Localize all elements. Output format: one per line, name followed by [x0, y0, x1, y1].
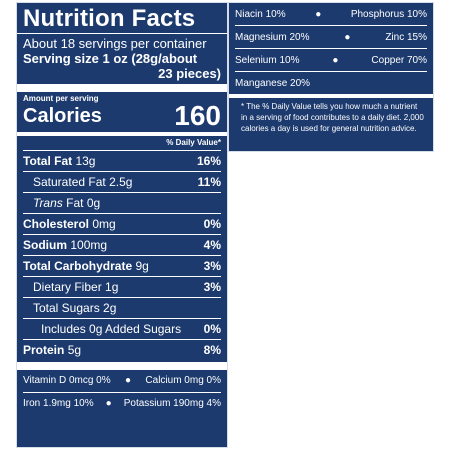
bullet-icon: ●	[105, 398, 112, 409]
nutrient-dv: 4%	[203, 238, 221, 252]
servings-per-container: About 18 servings per container	[23, 36, 207, 51]
vitamin-right: Calcium 0mg 0%	[145, 375, 221, 386]
vitamin-row: Iron 1.9mg 10% ● Potassium 190mg 4%	[23, 392, 221, 415]
nutrient-name: Sodium	[23, 238, 67, 252]
nutrient-dv: 3%	[203, 259, 221, 273]
nutrient-dv: 3%	[203, 280, 221, 294]
nutrient-amount: 9g	[135, 259, 149, 273]
nutrient-amount: 2.5g	[109, 175, 133, 189]
mineral-left: Magnesium 20%	[235, 31, 310, 43]
nutrient-name: Total Sugars	[33, 301, 100, 315]
nutrient-name: Cholesterol	[23, 217, 90, 231]
nutrient-row-total-sugars: Total Sugars 2g	[23, 297, 221, 318]
nutrient-name: Total Carbohydrate	[23, 259, 133, 273]
bullet-icon: ●	[125, 375, 132, 386]
nutrient-row-added-sugars: Includes 0g Added Sugars 0%	[23, 318, 221, 339]
nutrient-name: Includes 0g Added Sugars	[41, 322, 182, 336]
daily-value-footnote: * The % Daily Value tells you how much a…	[229, 94, 433, 134]
nutrition-facts-panel: Nutrition Facts About 18 servings per co…	[16, 2, 228, 448]
nutrient-name: Protein	[23, 343, 65, 357]
calories-value: 160	[174, 100, 221, 131]
nutrient-amount: 2g	[103, 301, 117, 315]
nutrient-row-sodium: Sodium 100mg 4%	[23, 234, 221, 255]
nutrient-row-total-fat: Total Fat 13g 16%	[23, 150, 221, 171]
nutrient-dv: 8%	[203, 343, 221, 357]
minerals-panel: Niacin 10% ● Phosphorus 10% Magnesium 20…	[228, 2, 434, 152]
calories-label: Calories	[23, 105, 102, 127]
vitamin-right: Potassium 190mg 4%	[123, 398, 221, 409]
nutrient-name: Dietary Fiber	[33, 280, 102, 294]
mineral-left: Selenium 10%	[235, 54, 300, 66]
mineral-left: Manganese 20%	[235, 77, 311, 89]
serving-size-line1: Serving size 1 oz (28g/about	[23, 51, 198, 66]
nutrient-row-total-carbohydrate: Total Carbohydrate 9g 3%	[23, 255, 221, 276]
bullet-icon: ●	[332, 54, 339, 66]
mineral-row: Selenium 10% ● Copper 70%	[235, 49, 427, 72]
daily-value-header: % Daily Value*	[166, 138, 221, 147]
nutrient-amount: 5g	[67, 343, 82, 357]
label-title: Nutrition Facts	[23, 5, 196, 32]
nutrient-row-trans-fat: Trans Fat 0g	[23, 192, 221, 213]
thick-divider	[17, 362, 227, 370]
vitamin-left: Vitamin D 0mcg 0%	[23, 375, 111, 386]
nutrient-amount: 13g	[75, 154, 96, 168]
bullet-icon: ●	[344, 31, 351, 43]
mineral-left: Niacin 10%	[235, 8, 286, 20]
amount-per-serving: Amount per serving	[23, 94, 99, 103]
nutrient-name: Saturated Fat	[33, 175, 106, 189]
mineral-row-manganese: Manganese 20%	[235, 72, 427, 94]
nutrient-amount: 100mg	[70, 238, 108, 252]
nutrient-name: Trans	[33, 196, 63, 210]
serving-size-line2: 23 pieces)	[158, 66, 221, 81]
medium-divider	[17, 132, 227, 136]
nutrient-amount: 1g	[105, 280, 119, 294]
nutrient-row-saturated-fat: Saturated Fat 2.5g 11%	[23, 171, 221, 192]
nutrient-dv: 0%	[203, 217, 221, 231]
nutrient-row-cholesterol: Cholesterol 0mg 0%	[23, 213, 221, 234]
divider	[17, 33, 227, 34]
vitamin-row: Vitamin D 0mcg 0% ● Calcium 0mg 0%	[23, 370, 221, 392]
mineral-right: Zinc 15%	[385, 31, 427, 43]
nutrient-dv: 16%	[196, 154, 221, 168]
calories-row: Calories 160	[23, 102, 221, 130]
thick-divider	[17, 84, 227, 92]
nutrient-row-protein: Protein 5g 8%	[23, 339, 221, 360]
nutrient-row-dietary-fiber: Dietary Fiber 1g 3%	[23, 276, 221, 297]
nutrient-amount: Fat 0g	[66, 196, 101, 210]
mineral-right: Copper 70%	[371, 54, 427, 66]
mineral-right: Phosphorus 10%	[350, 8, 427, 20]
nutrient-dv: 0%	[203, 322, 221, 336]
vitamin-left: Iron 1.9mg 10%	[23, 398, 94, 409]
bullet-icon: ●	[315, 8, 322, 20]
nutrient-amount: 0mg	[92, 217, 116, 231]
nutrient-name: Total Fat	[23, 154, 73, 168]
nutrient-dv: 11%	[197, 175, 221, 189]
mineral-row: Magnesium 20% ● Zinc 15%	[235, 26, 427, 49]
serving-size: Serving size 1 oz (28g/about 23 pieces)	[23, 51, 221, 81]
mineral-row: Niacin 10% ● Phosphorus 10%	[235, 3, 427, 26]
